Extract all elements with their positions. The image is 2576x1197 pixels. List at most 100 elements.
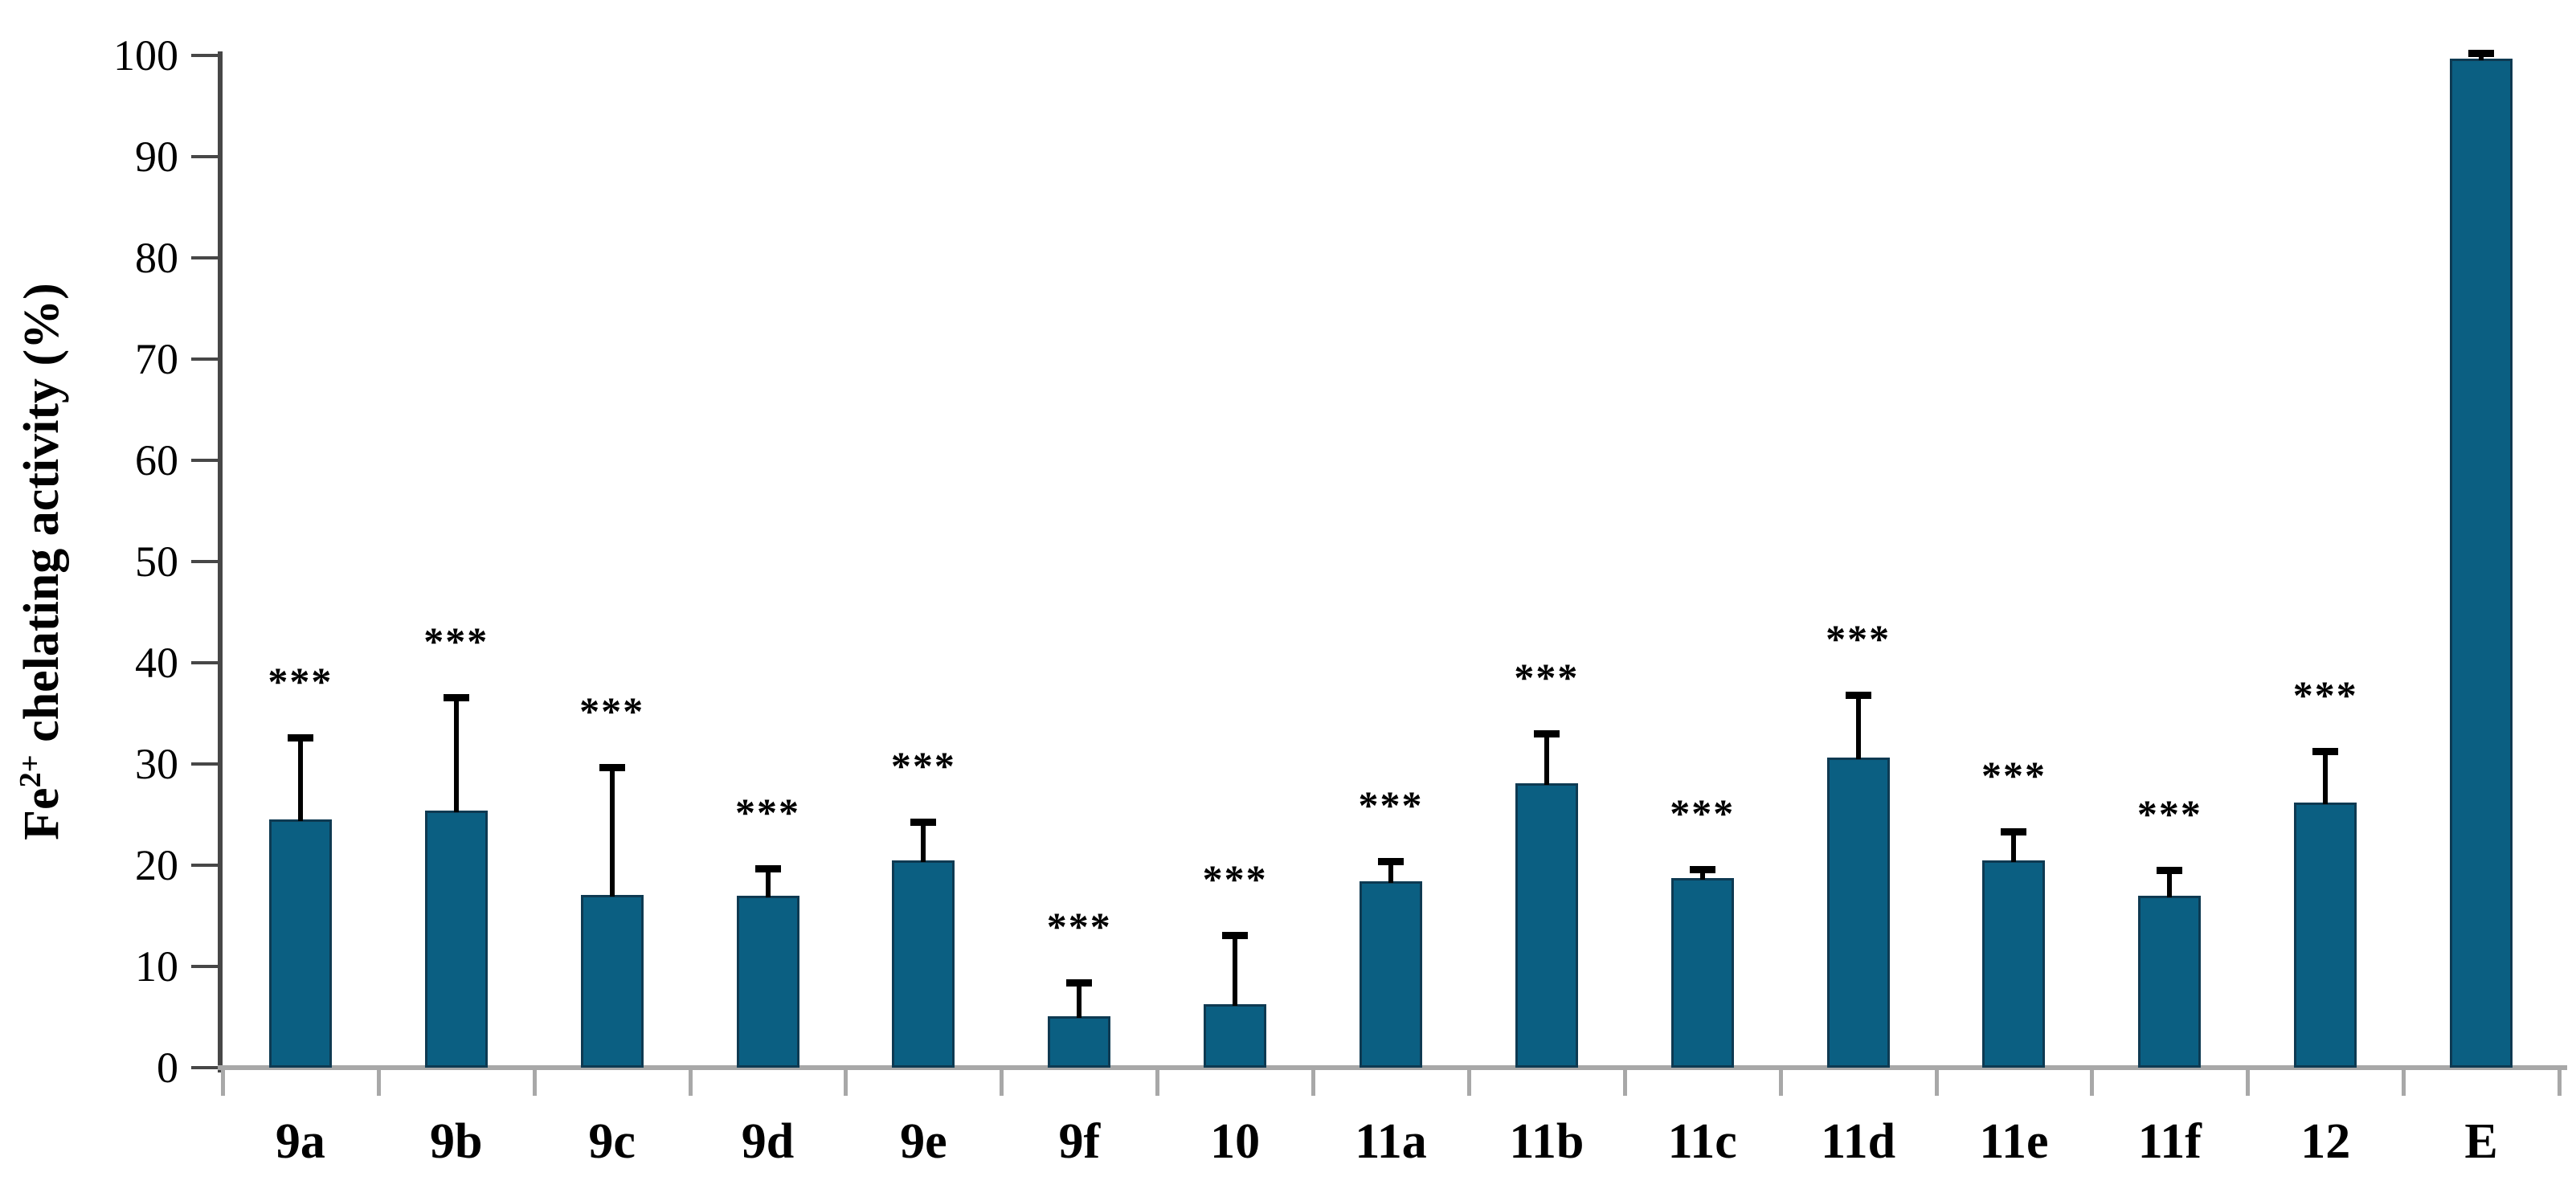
significance-marker-9d: *** xyxy=(735,789,801,835)
significance-marker-9b: *** xyxy=(423,618,489,664)
x-axis-tick xyxy=(2558,1070,2562,1096)
bar-9a xyxy=(268,819,332,1068)
error-bar-cap-9d xyxy=(754,864,781,872)
x-axis-label-9c: 9c xyxy=(588,1114,636,1169)
error-bar-stem-12 xyxy=(2323,750,2329,804)
x-axis-tick xyxy=(1466,1070,1471,1096)
y-axis-tick xyxy=(191,762,223,766)
y-axis-tick-label: 50 xyxy=(135,537,178,586)
significance-marker-9e: *** xyxy=(890,742,956,788)
y-axis-tick xyxy=(191,256,223,259)
x-axis-tick xyxy=(2090,1070,2095,1096)
bar-11f xyxy=(2138,895,2202,1068)
y-axis-tick-label: 0 xyxy=(157,1044,178,1092)
bar-9b xyxy=(424,810,488,1068)
error-bar-stem-9e xyxy=(921,821,926,862)
bar-9f xyxy=(1048,1015,1111,1068)
y-axis-tick-label: 20 xyxy=(135,841,178,889)
y-axis-tick-label: 60 xyxy=(135,436,178,484)
error-bar-cap-E xyxy=(2468,50,2495,58)
x-axis-label-11f: 11f xyxy=(2137,1114,2202,1169)
x-axis-tick xyxy=(532,1070,537,1096)
y-axis-tick xyxy=(191,560,223,563)
error-bar-cap-9f xyxy=(1066,979,1093,987)
error-bar-stem-9b xyxy=(453,697,459,812)
x-axis-baseline xyxy=(218,1065,2567,1070)
x-axis-tick xyxy=(1778,1070,1783,1096)
bar-11a xyxy=(1360,881,1422,1068)
x-axis-tick xyxy=(1155,1070,1160,1096)
x-axis-label-11c: 11c xyxy=(1667,1114,1737,1169)
x-axis-label-9e: 9e xyxy=(900,1114,947,1169)
error-bar-stem-9f xyxy=(1077,983,1082,1018)
error-bar-stem-11d xyxy=(1855,695,1861,760)
error-bar-stem-11b xyxy=(1544,733,1549,785)
y-axis-tick-label: 40 xyxy=(135,639,178,687)
x-axis-label-11b: 11b xyxy=(1509,1114,1584,1169)
significance-marker-11b: *** xyxy=(1514,655,1580,701)
y-axis-tick xyxy=(191,1066,223,1069)
significance-marker-11f: *** xyxy=(2136,791,2202,837)
y-axis-tick-label: 10 xyxy=(135,942,178,991)
error-bar-cap-11b xyxy=(1533,730,1560,738)
error-bar-stem-10 xyxy=(1233,934,1238,1006)
error-bar-stem-9a xyxy=(297,737,303,822)
error-bar-cap-11c xyxy=(1689,866,1715,874)
y-axis-tick xyxy=(191,864,223,867)
significance-marker-9c: *** xyxy=(579,688,645,733)
significance-marker-11a: *** xyxy=(1358,782,1424,827)
bar-11e xyxy=(1982,860,2046,1068)
error-bar-cap-9b xyxy=(443,693,469,701)
error-bar-cap-9a xyxy=(287,734,313,742)
error-bar-stem-11f xyxy=(2167,870,2173,897)
significance-marker-11d: *** xyxy=(1826,616,1891,662)
bar-9c xyxy=(580,894,644,1068)
bar-9d xyxy=(736,895,799,1068)
x-axis-label-11d: 11d xyxy=(1821,1114,1896,1169)
x-axis-tick xyxy=(2402,1070,2406,1096)
error-bar-cap-9c xyxy=(599,763,625,771)
error-bar-stem-11c xyxy=(1699,869,1705,880)
bar-12 xyxy=(2294,802,2357,1068)
error-bar-stem-11a xyxy=(1388,860,1393,884)
x-axis-label-12: 12 xyxy=(2300,1114,2351,1169)
x-axis-label-10: 10 xyxy=(1210,1114,1261,1169)
error-bar-stem-9c xyxy=(609,766,615,897)
y-axis-tick xyxy=(191,459,223,462)
significance-marker-10: *** xyxy=(1202,856,1268,901)
x-axis-tick xyxy=(221,1070,225,1096)
x-axis-label-E: E xyxy=(2464,1114,2498,1169)
bar-E xyxy=(2450,58,2513,1068)
bar-9e xyxy=(892,860,955,1068)
y-axis-tick xyxy=(191,965,223,968)
x-axis-tick xyxy=(688,1070,693,1096)
significance-marker-9f: *** xyxy=(1046,904,1112,950)
y-axis-tick-label: 100 xyxy=(113,31,178,80)
significance-marker-12: *** xyxy=(2292,672,2358,717)
x-axis-label-9d: 9d xyxy=(741,1114,795,1169)
y-axis-tick xyxy=(191,155,223,158)
significance-marker-11c: *** xyxy=(1670,791,1736,836)
error-bar-cap-10 xyxy=(1222,931,1249,939)
error-bar-cap-11a xyxy=(1378,857,1404,865)
y-axis-tick xyxy=(191,54,223,57)
x-axis-tick xyxy=(844,1070,848,1096)
error-bar-cap-12 xyxy=(2312,747,2339,755)
y-axis-tick xyxy=(191,357,223,361)
error-bar-cap-11f xyxy=(2157,867,2183,875)
x-axis-label-9f: 9f xyxy=(1058,1114,1101,1169)
y-axis-tick-label: 30 xyxy=(135,740,178,788)
error-bar-stem-9d xyxy=(765,868,771,897)
x-axis-tick xyxy=(1311,1070,1316,1096)
significance-marker-9a: *** xyxy=(268,659,333,705)
error-bar-cap-11d xyxy=(1845,692,1871,700)
x-axis-label-9a: 9a xyxy=(275,1114,325,1169)
x-axis-tick xyxy=(376,1070,381,1096)
bar-11b xyxy=(1515,782,1578,1068)
x-axis-tick xyxy=(1000,1070,1004,1096)
significance-marker-11e: *** xyxy=(1981,753,2046,799)
y-axis-tick xyxy=(191,661,223,664)
x-axis-label-11a: 11a xyxy=(1355,1114,1427,1169)
